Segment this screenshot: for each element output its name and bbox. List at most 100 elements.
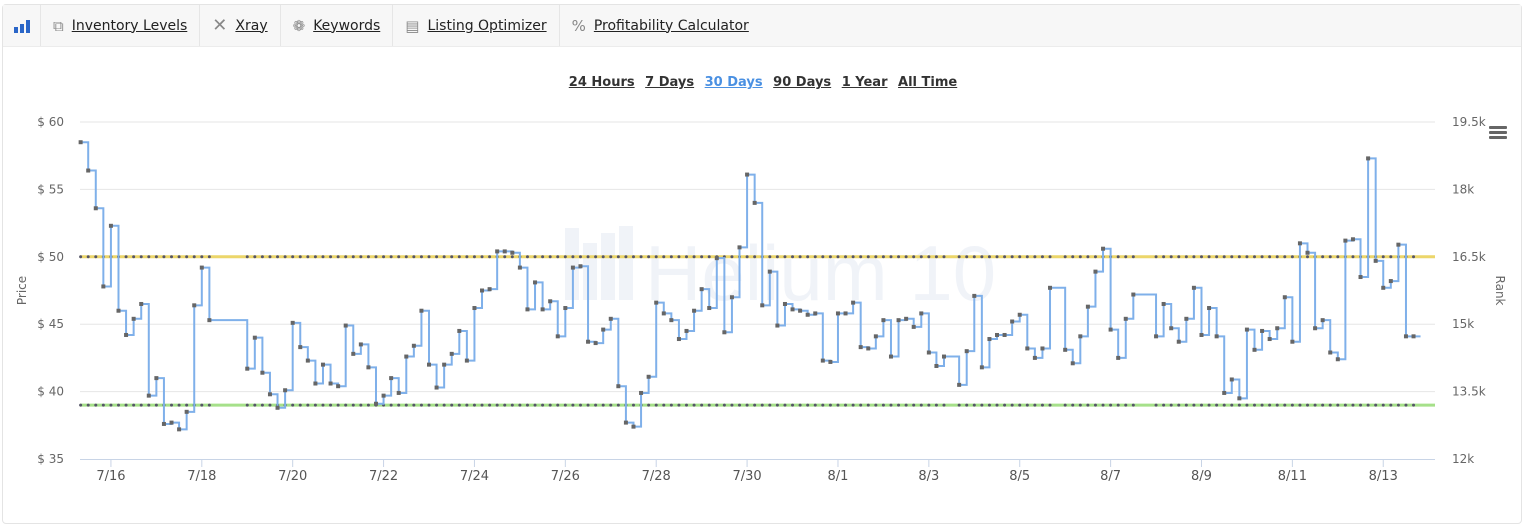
range-24-hours[interactable]: 24 Hours xyxy=(568,75,635,90)
price-point xyxy=(1070,361,1075,366)
y-tick-label: $ 35 xyxy=(37,452,64,466)
reference-dot xyxy=(897,255,901,259)
reference-dot xyxy=(889,403,893,407)
chart-menu-icon[interactable] xyxy=(1489,126,1507,141)
price-point xyxy=(775,323,780,328)
price-point xyxy=(548,299,553,304)
reference-dot xyxy=(1275,403,1279,407)
reference-dot xyxy=(1078,403,1082,407)
reference-dot xyxy=(1025,403,1029,407)
price-point xyxy=(358,342,363,347)
reference-dot xyxy=(200,255,204,259)
price-point xyxy=(964,349,969,354)
reference-dot xyxy=(450,255,454,259)
reference-dot xyxy=(859,403,863,407)
price-point xyxy=(866,346,871,351)
reference-dot xyxy=(768,255,772,259)
reference-dot xyxy=(828,255,832,259)
range-7-days[interactable]: 7 Days xyxy=(645,75,695,90)
price-point xyxy=(283,388,288,393)
reference-dot xyxy=(647,403,651,407)
reference-dot xyxy=(472,255,476,259)
price-point xyxy=(93,206,98,211)
tab-inventory-levels[interactable]: ⧉ Inventory Levels xyxy=(41,5,201,46)
price-point xyxy=(813,311,818,316)
price-point xyxy=(1229,377,1234,382)
x-tick-label: 8/13 xyxy=(1369,469,1398,484)
reference-dot xyxy=(404,403,408,407)
price-point xyxy=(101,284,106,289)
reference-dot xyxy=(654,255,658,259)
reference-dot xyxy=(624,255,628,259)
reference-dot xyxy=(1389,255,1393,259)
reference-dot xyxy=(753,403,757,407)
price-point xyxy=(434,385,439,390)
reference-dot xyxy=(715,403,719,407)
reference-dot xyxy=(533,255,537,259)
reference-dot xyxy=(1003,403,1007,407)
price-point xyxy=(78,140,83,145)
reference-dot xyxy=(1245,255,1249,259)
reference-dot xyxy=(692,255,696,259)
reference-dot xyxy=(1192,403,1196,407)
tab-keywords[interactable]: ❁ Keywords xyxy=(281,5,394,46)
price-point xyxy=(904,316,909,321)
reference-dot xyxy=(813,403,817,407)
price-point xyxy=(169,420,174,425)
tab-listing-optimizer[interactable]: ▤ Listing Optimizer xyxy=(393,5,560,46)
price-point xyxy=(540,307,545,312)
reference-dot xyxy=(904,403,908,407)
reference-dot xyxy=(109,403,113,407)
bar-chart-icon[interactable] xyxy=(3,5,41,46)
reference-dot xyxy=(919,255,923,259)
reference-dot xyxy=(662,255,666,259)
reference-dot xyxy=(1215,403,1219,407)
reference-dot xyxy=(1336,255,1340,259)
x-tick-label: 8/3 xyxy=(918,469,939,484)
reference-dot xyxy=(859,255,863,259)
range-all-time[interactable]: All Time xyxy=(898,75,958,90)
reference-dot xyxy=(260,403,264,407)
reference-dot xyxy=(525,403,529,407)
reference-dot xyxy=(548,403,552,407)
range-90-days[interactable]: 90 Days xyxy=(773,75,832,90)
reference-dot xyxy=(942,255,946,259)
reference-dot xyxy=(1321,403,1325,407)
price-point xyxy=(1275,326,1280,331)
reference-dot xyxy=(1169,255,1173,259)
range-1-year[interactable]: 1 Year xyxy=(841,75,888,90)
price-point xyxy=(1388,279,1393,284)
price-point xyxy=(714,256,719,261)
reference-dot xyxy=(738,403,742,407)
reference-dot xyxy=(707,255,711,259)
reference-dot xyxy=(1237,403,1241,407)
reference-dot xyxy=(1192,255,1196,259)
reference-dot xyxy=(79,255,83,259)
reference-dot xyxy=(1199,403,1203,407)
tab-profitability-calculator[interactable]: % Profitability Calculator xyxy=(571,16,749,35)
price-point xyxy=(1123,316,1128,321)
tab-xray[interactable]: ✕ Xray xyxy=(200,5,281,46)
range-30-days[interactable]: 30 Days xyxy=(704,75,763,90)
x-tick-label: 8/7 xyxy=(1100,469,1121,484)
reference-dot xyxy=(291,403,295,407)
reference-dot xyxy=(586,403,590,407)
price-point xyxy=(1010,319,1015,324)
reference-dot xyxy=(329,403,333,407)
price-point xyxy=(86,168,91,173)
reference-dot xyxy=(351,255,355,259)
reference-dot xyxy=(177,255,181,259)
price-step-line xyxy=(80,141,1421,431)
reference-dot xyxy=(185,255,189,259)
reference-dot xyxy=(412,255,416,259)
price-point xyxy=(608,316,613,321)
reference-dot xyxy=(397,255,401,259)
reference-dot xyxy=(1313,403,1317,407)
y-tick-label: $ 55 xyxy=(37,182,64,196)
reference-dot xyxy=(571,403,575,407)
reference-dot xyxy=(1374,403,1378,407)
price-point xyxy=(586,339,591,344)
reference-dot xyxy=(162,255,166,259)
reference-dot xyxy=(1033,403,1037,407)
reference-dot xyxy=(798,255,802,259)
